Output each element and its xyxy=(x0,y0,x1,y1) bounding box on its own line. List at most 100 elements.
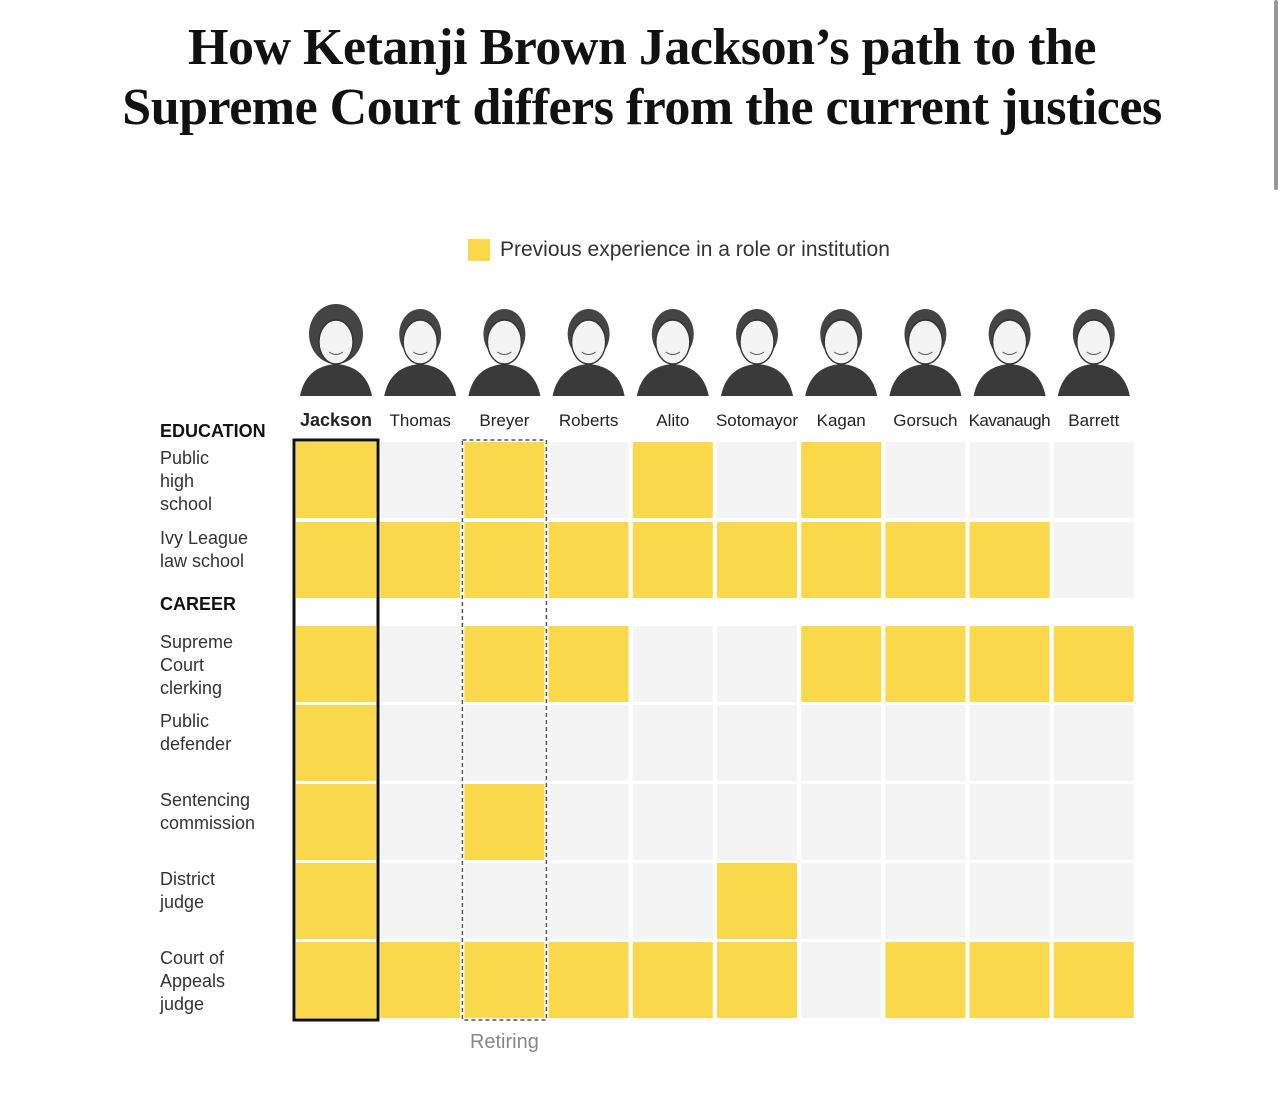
cell-kagan xyxy=(801,942,882,1018)
chart-title: How Ketanji Brown Jackson’s path to the … xyxy=(0,18,1284,138)
section-label-education: EDUCATION xyxy=(160,421,266,441)
cell-kagan xyxy=(801,442,882,518)
cell-jackson xyxy=(296,522,376,598)
cell-jackson xyxy=(296,784,376,860)
legend-label: Previous experience in a role or institu… xyxy=(500,238,890,261)
row-label: Public high school xyxy=(160,448,212,514)
cell-breyer xyxy=(464,705,545,781)
column-header-kavanaugh: Kavanaugh xyxy=(969,411,1051,430)
cell-roberts xyxy=(548,942,629,1018)
legend-swatch xyxy=(468,239,490,261)
cell-gorsuch xyxy=(885,522,966,598)
column-header-barrett: Barrett xyxy=(1068,411,1119,430)
cell-kavanaugh xyxy=(969,626,1050,702)
cell-barrett xyxy=(1053,784,1134,860)
cell-jackson xyxy=(296,942,376,1018)
cell-roberts xyxy=(548,863,629,939)
portrait-roberts xyxy=(552,309,625,396)
cell-kagan xyxy=(801,784,882,860)
cell-roberts xyxy=(548,705,629,781)
column-header-jackson: Jackson xyxy=(300,410,372,430)
cell-alito xyxy=(632,863,713,939)
cell-barrett xyxy=(1053,522,1134,598)
cell-alito xyxy=(632,784,713,860)
cell-barrett xyxy=(1053,863,1134,939)
scrollbar[interactable] xyxy=(1274,0,1278,190)
cell-alito xyxy=(632,522,713,598)
cell-jackson xyxy=(296,626,376,702)
cell-kagan xyxy=(801,705,882,781)
portrait-barrett xyxy=(1057,309,1130,396)
column-header-thomas: Thomas xyxy=(389,411,450,430)
row-label: Supreme Court clerking xyxy=(160,632,233,698)
cell-gorsuch xyxy=(885,863,966,939)
cell-jackson xyxy=(296,705,376,781)
cell-jackson xyxy=(296,442,376,518)
chart-title-line-2: Supreme Court differs from the current j… xyxy=(122,79,1162,136)
cell-alito xyxy=(632,942,713,1018)
cell-breyer xyxy=(464,863,545,939)
retiring-column-box xyxy=(461,439,548,1021)
portrait-alito xyxy=(636,309,709,396)
cell-breyer xyxy=(464,942,545,1018)
cell-roberts xyxy=(548,442,629,518)
legend: Previous experience in a role or institu… xyxy=(468,236,890,264)
cell-breyer xyxy=(464,522,545,598)
cell-kagan xyxy=(801,863,882,939)
cell-alito xyxy=(632,705,713,781)
cell-thomas xyxy=(380,626,461,702)
portrait-jackson xyxy=(300,304,372,396)
portrait-thomas xyxy=(384,309,457,396)
cell-thomas xyxy=(380,863,461,939)
column-header-gorsuch: Gorsuch xyxy=(893,411,957,430)
portrait-kavanaugh xyxy=(973,309,1046,396)
cell-thomas xyxy=(380,942,461,1018)
portrait-gorsuch xyxy=(889,309,962,396)
cell-roberts xyxy=(548,784,629,860)
cell-roberts xyxy=(548,626,629,702)
cell-breyer xyxy=(464,784,545,860)
cell-barrett xyxy=(1053,442,1134,518)
cell-gorsuch xyxy=(885,705,966,781)
chart-title-line-1: How Ketanji Brown Jackson’s path to the xyxy=(188,19,1096,76)
cell-alito xyxy=(632,442,713,518)
row-label: Sentencing commission xyxy=(160,790,255,833)
column-header-sotomayor: Sotomayor xyxy=(716,411,798,430)
cell-jackson xyxy=(296,863,376,939)
cell-alito xyxy=(632,626,713,702)
cell-thomas xyxy=(380,705,461,781)
cell-sotomayor xyxy=(717,705,797,781)
cell-barrett xyxy=(1053,942,1134,1018)
row-label: District judge xyxy=(159,869,215,912)
row-label: Public defender xyxy=(160,711,231,754)
cell-kavanaugh xyxy=(969,522,1050,598)
cell-roberts xyxy=(548,522,629,598)
cell-barrett xyxy=(1053,626,1134,702)
cell-gorsuch xyxy=(885,626,966,702)
column-header-alito: Alito xyxy=(656,411,689,430)
cell-gorsuch xyxy=(885,942,966,1018)
cell-sotomayor xyxy=(717,942,797,1018)
column-header-breyer: Breyer xyxy=(479,411,529,430)
cell-kavanaugh xyxy=(969,863,1050,939)
cell-sotomayor xyxy=(717,626,797,702)
cell-gorsuch xyxy=(885,784,966,860)
cell-kagan xyxy=(801,522,882,598)
cell-thomas xyxy=(380,522,461,598)
column-header-kagan: Kagan xyxy=(817,411,866,430)
cell-sotomayor xyxy=(717,863,797,939)
section-label-career: CAREER xyxy=(160,594,236,614)
portrait-sotomayor xyxy=(721,309,793,396)
cell-sotomayor xyxy=(717,522,797,598)
cell-thomas xyxy=(380,784,461,860)
cell-kavanaugh xyxy=(969,705,1050,781)
cell-gorsuch xyxy=(885,442,966,518)
cell-sotomayor xyxy=(717,784,797,860)
cell-kavanaugh xyxy=(969,442,1050,518)
cell-thomas xyxy=(380,442,461,518)
portrait-breyer xyxy=(468,309,541,396)
row-label: Ivy League law school xyxy=(160,528,248,571)
cell-sotomayor xyxy=(717,442,797,518)
column-header-roberts: Roberts xyxy=(559,411,619,430)
